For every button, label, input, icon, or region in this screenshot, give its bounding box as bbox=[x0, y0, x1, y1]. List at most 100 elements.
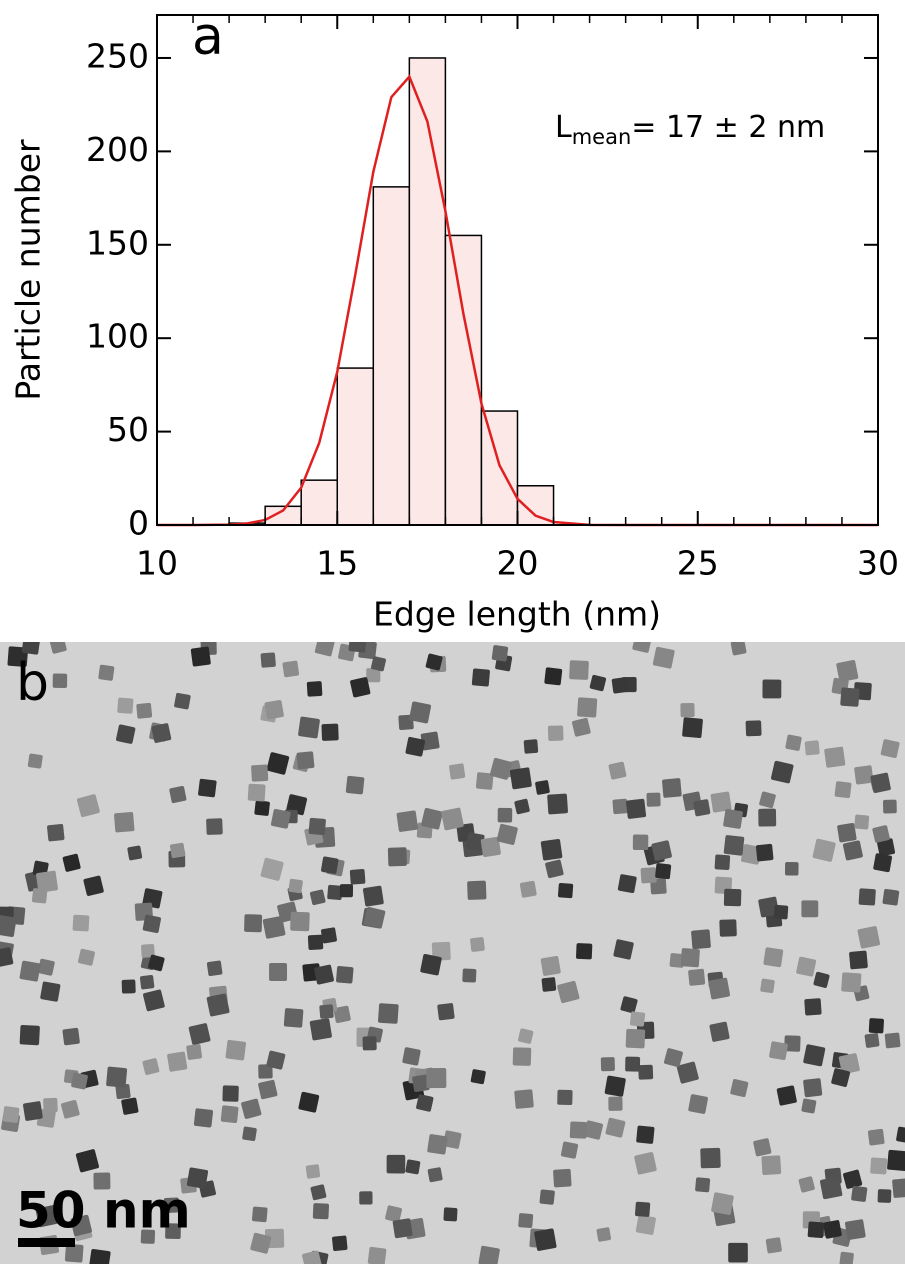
particle bbox=[345, 775, 365, 795]
annotation-sub: mean bbox=[572, 125, 632, 149]
particle bbox=[858, 888, 876, 906]
particle bbox=[350, 677, 371, 698]
particle bbox=[169, 785, 187, 804]
particle bbox=[251, 1206, 268, 1223]
particle bbox=[320, 927, 337, 944]
particle bbox=[519, 880, 537, 898]
particle bbox=[613, 939, 634, 960]
particle bbox=[283, 1008, 304, 1028]
particle bbox=[669, 953, 685, 968]
particle bbox=[843, 1169, 863, 1189]
particle bbox=[83, 875, 104, 896]
particle bbox=[148, 954, 165, 972]
particle bbox=[142, 914, 161, 933]
particle bbox=[290, 911, 310, 932]
particle bbox=[359, 1191, 373, 1205]
particle bbox=[759, 791, 776, 809]
particle bbox=[541, 977, 557, 992]
particle bbox=[262, 916, 286, 939]
particle bbox=[23, 1101, 43, 1121]
particle bbox=[837, 823, 857, 843]
particle bbox=[807, 1221, 825, 1239]
x-tick-label: 15 bbox=[316, 544, 358, 583]
particle bbox=[225, 1039, 247, 1061]
bar bbox=[444, 234, 483, 526]
particle bbox=[745, 720, 762, 737]
particle bbox=[117, 697, 134, 714]
particle bbox=[576, 943, 593, 960]
particle bbox=[553, 1168, 572, 1188]
particle bbox=[363, 906, 386, 929]
particle bbox=[40, 981, 61, 1002]
particle bbox=[89, 1248, 111, 1264]
particle bbox=[719, 919, 737, 937]
particle bbox=[730, 1079, 749, 1098]
particle bbox=[480, 836, 501, 857]
particle bbox=[849, 950, 868, 970]
particle bbox=[496, 823, 518, 845]
particle bbox=[620, 996, 638, 1014]
particle bbox=[600, 1057, 615, 1072]
particle bbox=[804, 998, 822, 1016]
particle bbox=[539, 1189, 555, 1205]
particle bbox=[836, 659, 859, 682]
particle bbox=[332, 1235, 348, 1252]
particle bbox=[730, 642, 747, 656]
particle bbox=[437, 1003, 455, 1021]
particle bbox=[534, 1228, 557, 1251]
particle bbox=[70, 1214, 92, 1237]
particle bbox=[723, 835, 745, 856]
particle bbox=[308, 817, 326, 836]
particle bbox=[442, 1130, 462, 1149]
particle bbox=[136, 702, 153, 719]
particle bbox=[870, 1157, 888, 1175]
particle bbox=[186, 1167, 209, 1189]
particle bbox=[547, 793, 568, 815]
x-tick-label: 20 bbox=[497, 544, 539, 583]
bar bbox=[372, 186, 411, 526]
particle bbox=[35, 1205, 58, 1228]
particle bbox=[857, 926, 880, 949]
particle bbox=[49, 642, 67, 654]
particle bbox=[695, 1177, 711, 1193]
particle bbox=[0, 914, 17, 937]
particle bbox=[165, 1223, 181, 1240]
particle bbox=[19, 1025, 40, 1046]
x-tick-label: 25 bbox=[677, 544, 719, 583]
particle bbox=[635, 1214, 656, 1235]
particle bbox=[321, 856, 339, 874]
particle bbox=[873, 853, 893, 873]
particle bbox=[114, 812, 135, 833]
particle bbox=[798, 1176, 815, 1193]
particle bbox=[163, 1197, 180, 1213]
particle bbox=[842, 840, 863, 861]
particle bbox=[378, 1003, 399, 1024]
particle bbox=[264, 699, 284, 720]
particle bbox=[462, 968, 477, 983]
particle bbox=[244, 914, 263, 933]
particle bbox=[37, 958, 55, 976]
particle bbox=[625, 1028, 646, 1049]
particle bbox=[186, 1044, 202, 1060]
particle bbox=[470, 937, 485, 952]
particle bbox=[62, 1027, 80, 1046]
particle bbox=[872, 825, 890, 843]
particle bbox=[139, 975, 155, 990]
y-tick-label: 200 bbox=[86, 130, 149, 169]
particle bbox=[362, 1036, 377, 1051]
particle bbox=[396, 810, 419, 832]
particle bbox=[467, 880, 487, 900]
x-tick-label: 10 bbox=[136, 544, 178, 583]
particle bbox=[758, 896, 779, 918]
particle bbox=[547, 725, 564, 741]
particle bbox=[348, 642, 367, 653]
particle bbox=[640, 867, 657, 884]
particle bbox=[755, 843, 774, 862]
particle bbox=[371, 656, 386, 672]
particle bbox=[52, 673, 68, 689]
particle bbox=[302, 1250, 322, 1264]
particle bbox=[760, 978, 775, 994]
particle bbox=[140, 1229, 156, 1244]
particle bbox=[420, 954, 442, 976]
particle bbox=[839, 1251, 854, 1264]
